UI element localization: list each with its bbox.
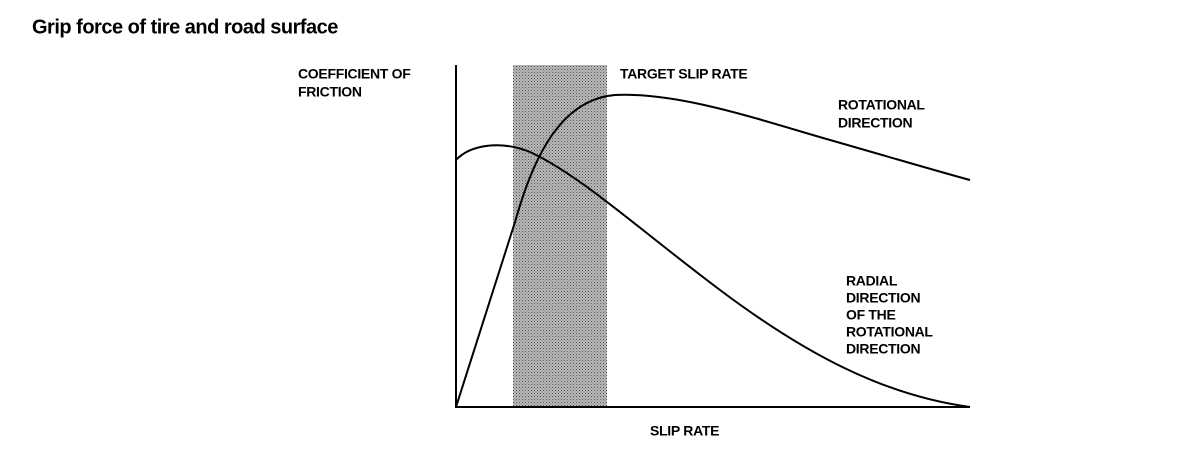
y-axis-label: COEFFICIENT OF: [298, 66, 411, 82]
y-axis-label: FRICTION: [298, 84, 362, 100]
rotational-curve: [455, 93, 971, 408]
band-label: TARGET SLIP RATE: [620, 66, 747, 82]
radial-curve: [455, 144, 971, 408]
curve-label: DIRECTION: [846, 341, 920, 357]
curve-label: ROTATIONAL: [838, 97, 925, 113]
target-band: [513, 65, 607, 407]
curve-label: DIRECTION: [846, 290, 920, 306]
x-axis-label: SLIP RATE: [650, 423, 719, 439]
curve-label: RADIAL: [846, 273, 898, 289]
curve-label: ROTATIONAL: [846, 324, 933, 340]
curve-label: DIRECTION: [838, 115, 912, 131]
curve-label: OF THE: [846, 307, 896, 323]
title: Grip force of tire and road surface: [32, 16, 338, 38]
